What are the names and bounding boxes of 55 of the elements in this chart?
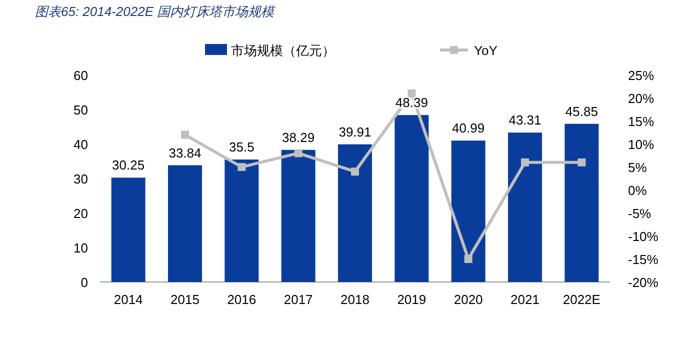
bar bbox=[111, 178, 146, 282]
data-label: 45.85 bbox=[565, 104, 598, 119]
y2-tick-label: 15% bbox=[628, 114, 654, 129]
y-tick-label: 40 bbox=[74, 137, 88, 152]
y2-tick-label: 20% bbox=[628, 91, 654, 106]
y2-tick-label: 10% bbox=[628, 137, 654, 152]
y-tick-label: 10 bbox=[74, 240, 88, 256]
point bbox=[521, 158, 529, 166]
y2-tick-label: 25% bbox=[628, 68, 654, 83]
data-label: 48.39 bbox=[395, 95, 428, 110]
data-label: 38.29 bbox=[282, 130, 315, 145]
x-tick-label: 2015 bbox=[170, 292, 200, 307]
data-label: 33.84 bbox=[168, 145, 202, 160]
y-tick-label: 20 bbox=[74, 206, 88, 221]
bar bbox=[451, 140, 486, 282]
x-tick-label: 2020 bbox=[454, 292, 483, 307]
data-label: 40.99 bbox=[452, 120, 485, 136]
bar bbox=[564, 124, 599, 282]
y-tick-label: 50 bbox=[74, 102, 88, 118]
x-tick-label: 2019 bbox=[397, 292, 426, 307]
bar bbox=[281, 150, 316, 282]
y-tick-label: 30 bbox=[74, 172, 88, 186]
bar bbox=[338, 144, 372, 282]
bar bbox=[224, 160, 259, 282]
y-tick-label: 60 bbox=[74, 68, 88, 83]
x-tick-label: 2016 bbox=[227, 292, 256, 307]
legend-label: YoY bbox=[474, 43, 498, 58]
x-tick-label: 2021 bbox=[510, 292, 540, 307]
point bbox=[408, 89, 416, 98]
data-label: 39.91 bbox=[338, 124, 372, 140]
y2-tick-label: 5% bbox=[628, 160, 648, 175]
x-tick-label: 2022E bbox=[562, 292, 601, 307]
bar bbox=[168, 165, 202, 282]
data-label: 35.5 bbox=[229, 140, 254, 155]
point bbox=[351, 168, 359, 176]
y2-tick-label: 0% bbox=[628, 183, 648, 198]
point bbox=[578, 158, 586, 166]
bar bbox=[508, 132, 542, 282]
x-tick-label: 2017 bbox=[284, 292, 313, 307]
y2-tick-label: -20% bbox=[628, 275, 659, 290]
chart-title: 图表65: 2014-2022E 国内灯床塔市场规模 bbox=[35, 4, 276, 19]
data-label: 30.25 bbox=[112, 158, 145, 173]
data-label: 43.31 bbox=[508, 112, 542, 128]
legend-label: 市场规模（亿元） bbox=[231, 43, 335, 58]
y-tick-label: 0 bbox=[80, 275, 88, 290]
point bbox=[238, 163, 246, 171]
point bbox=[181, 130, 189, 139]
point bbox=[464, 255, 472, 263]
y2-tick-label: -5% bbox=[628, 206, 652, 221]
x-tick-label: 2018 bbox=[340, 292, 370, 307]
y2-tick-label: -15% bbox=[628, 252, 659, 267]
x-tick-label: 2014 bbox=[114, 292, 143, 307]
point bbox=[294, 149, 302, 158]
y2-tick-label: -10% bbox=[628, 229, 659, 244]
bar bbox=[394, 115, 429, 282]
